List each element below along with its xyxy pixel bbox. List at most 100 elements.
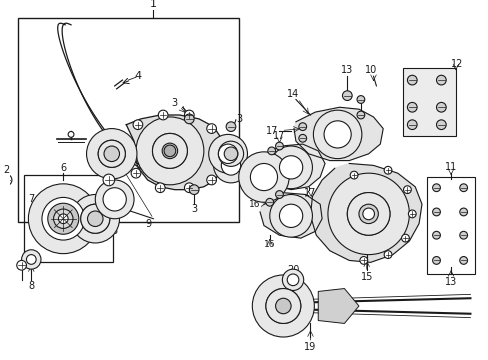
Circle shape [155,183,165,193]
Circle shape [17,260,26,270]
Text: 11: 11 [444,162,456,172]
Circle shape [250,163,277,191]
Text: 19: 19 [304,342,316,352]
Circle shape [432,231,440,239]
Circle shape [152,134,187,168]
Circle shape [401,234,408,242]
Circle shape [103,188,126,211]
Circle shape [164,145,175,157]
Circle shape [298,134,306,142]
Text: 16: 16 [248,200,260,209]
Text: 3: 3 [236,114,243,124]
Bar [426,177,474,274]
Circle shape [54,209,73,229]
Text: 15: 15 [360,272,372,282]
Circle shape [95,180,134,219]
Circle shape [28,184,98,254]
Text: 10: 10 [364,66,376,75]
Circle shape [275,191,283,198]
Text: 3: 3 [171,98,178,108]
Circle shape [68,131,74,137]
Circle shape [362,208,374,220]
Circle shape [432,184,440,192]
Circle shape [459,184,467,192]
Circle shape [384,166,391,174]
Circle shape [459,257,467,264]
Circle shape [407,120,416,130]
Circle shape [218,141,243,166]
Text: 3: 3 [191,204,197,214]
Text: 17: 17 [273,131,285,141]
Circle shape [71,194,119,243]
Circle shape [206,124,216,134]
Circle shape [42,197,84,240]
Circle shape [342,91,351,100]
Polygon shape [293,107,383,161]
Circle shape [103,174,114,186]
Circle shape [136,117,203,185]
Text: 4: 4 [134,71,141,81]
Circle shape [98,140,125,167]
Circle shape [184,110,194,120]
Circle shape [152,134,187,168]
Circle shape [275,298,290,314]
Text: 20: 20 [286,265,299,275]
Bar [402,68,455,136]
Circle shape [327,173,408,255]
Circle shape [238,152,288,202]
Circle shape [104,146,119,162]
Circle shape [432,257,440,264]
Text: 18: 18 [240,168,252,178]
Circle shape [403,186,410,194]
Circle shape [59,214,68,224]
Text: 7: 7 [28,194,34,204]
Circle shape [356,111,364,119]
Text: 2: 2 [105,156,112,166]
Text: 9: 9 [145,219,151,229]
Circle shape [265,288,300,323]
Circle shape [269,146,312,189]
Circle shape [349,171,357,179]
Text: 17: 17 [265,126,277,136]
Bar [18,18,238,222]
Circle shape [81,204,110,233]
Circle shape [221,156,240,175]
Circle shape [86,129,137,179]
Circle shape [98,140,125,167]
Circle shape [286,274,298,285]
Circle shape [133,120,142,130]
Circle shape [346,193,389,235]
Circle shape [279,204,302,228]
Circle shape [158,110,168,120]
Circle shape [0,174,12,186]
Circle shape [346,193,389,235]
Circle shape [324,121,350,148]
Circle shape [224,147,237,161]
Polygon shape [126,115,223,190]
Text: 14: 14 [286,89,299,99]
Circle shape [162,143,177,159]
Circle shape [81,204,110,233]
Circle shape [356,96,364,103]
Circle shape [213,148,248,183]
Text: 2: 2 [3,165,9,175]
Circle shape [225,122,235,131]
Circle shape [26,255,36,264]
Polygon shape [310,163,421,262]
Circle shape [208,134,247,173]
Text: 6: 6 [60,163,66,173]
Circle shape [358,204,378,224]
Polygon shape [260,144,325,190]
Circle shape [184,114,194,124]
Circle shape [407,210,415,218]
Circle shape [265,198,273,206]
Circle shape [131,168,141,178]
Circle shape [275,142,283,150]
Text: 13: 13 [444,277,456,287]
Text: 17: 17 [304,188,316,198]
Circle shape [252,275,314,337]
Circle shape [313,110,361,159]
Circle shape [87,211,103,226]
Text: 13: 13 [341,66,353,75]
Text: 16: 16 [264,240,275,249]
